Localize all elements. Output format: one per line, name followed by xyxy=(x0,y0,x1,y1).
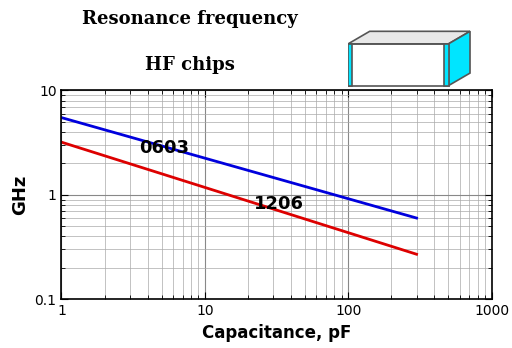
Text: 0603: 0603 xyxy=(139,139,189,157)
Polygon shape xyxy=(444,44,449,86)
Polygon shape xyxy=(449,31,470,86)
Polygon shape xyxy=(348,31,470,44)
Polygon shape xyxy=(348,44,449,86)
Text: 1206: 1206 xyxy=(254,195,304,213)
Y-axis label: GHz: GHz xyxy=(11,175,29,215)
Polygon shape xyxy=(348,44,352,86)
X-axis label: Capacitance, pF: Capacitance, pF xyxy=(202,324,351,342)
Text: HF chips: HF chips xyxy=(144,56,234,74)
Text: Resonance frequency: Resonance frequency xyxy=(81,10,297,29)
